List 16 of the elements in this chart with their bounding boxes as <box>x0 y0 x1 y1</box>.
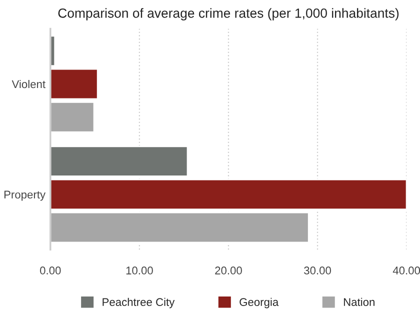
bar <box>50 178 407 210</box>
x-tick-label: 0.00 <box>40 266 61 274</box>
legend-label: Peachtree City <box>102 298 175 308</box>
x-tick-label: 20.00 <box>215 266 242 274</box>
legend-label: Georgia <box>240 298 279 308</box>
x-tick-label: 40.00 <box>392 266 420 274</box>
bar <box>50 146 188 177</box>
bar <box>50 68 98 100</box>
legend-label: Nation <box>344 298 374 306</box>
y-tick-label: Violent <box>12 80 46 88</box>
x-tick-label: 30.00 <box>304 266 331 274</box>
chart-title: Comparison of average crime rates (per 1,000 inhabitants) <box>58 8 399 20</box>
bar <box>50 212 310 244</box>
bar <box>50 102 95 133</box>
y-tick-label: Property <box>4 190 46 201</box>
x-tick-label: 10.00 <box>126 266 153 274</box>
